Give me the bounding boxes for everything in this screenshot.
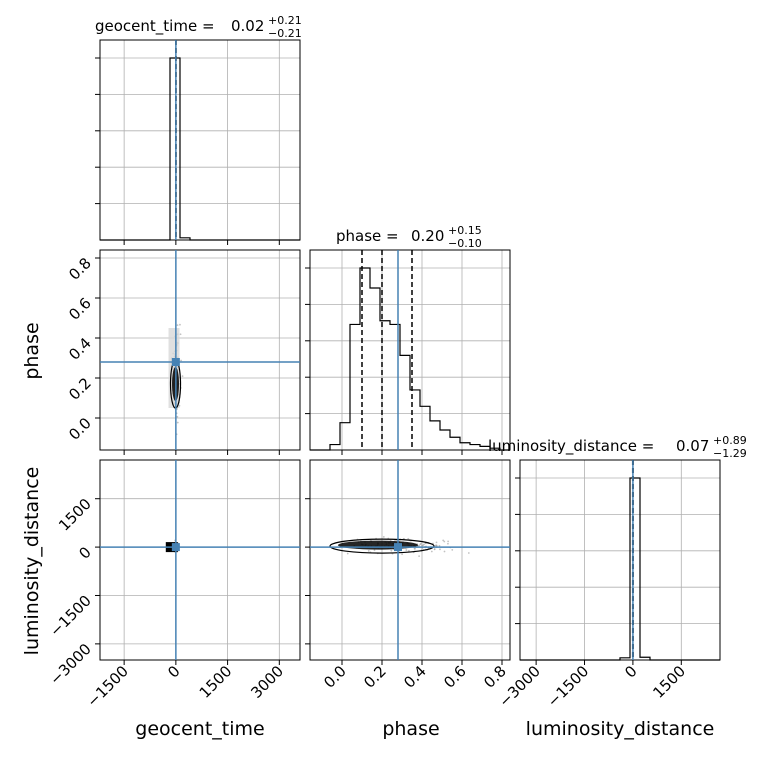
histogram-luminosity_distance xyxy=(520,477,720,661)
xtick-label-geocent_time: 0 xyxy=(164,662,183,681)
scatter-point xyxy=(439,548,441,551)
histogram-phase xyxy=(310,267,510,451)
xlabel-phase: phase xyxy=(382,718,439,740)
scatter-point xyxy=(176,415,179,418)
scatter-point xyxy=(390,549,393,552)
panel-geocent-time-histogram xyxy=(95,39,301,245)
truth-marker xyxy=(394,543,402,552)
scatter-point xyxy=(418,544,421,547)
panel-luminosity-distance-vs-geocent-time xyxy=(95,459,301,665)
panel-luminosity-distance-vs-phase xyxy=(305,459,511,665)
scatter-point xyxy=(373,549,376,552)
ytick-label-phase: 0.6 xyxy=(65,294,95,324)
tick-labels: −1500 0 1500 3000 0.0 0.2 0.4 0.6 0.8−3000 −1500 0… xyxy=(46,254,689,711)
scatter-point xyxy=(418,555,421,558)
ytick-label-phase: 0.4 xyxy=(65,334,95,364)
scatter-point xyxy=(422,544,424,547)
scatter-point xyxy=(435,544,438,547)
title-geocent-time-plus: +0.21 xyxy=(268,14,302,27)
xtick-label-geocent_time: −1500 xyxy=(83,662,132,711)
scatter-point xyxy=(433,548,436,550)
scatter-point xyxy=(467,552,470,554)
scatter-point xyxy=(438,544,441,547)
title-phase: phase = 0.20 +0.15 −0.10 xyxy=(336,224,482,250)
panel-frame xyxy=(309,459,511,661)
scatter-point xyxy=(447,542,449,545)
ylabel-luminosity-distance: luminosity_distance xyxy=(21,467,43,656)
panel-frame xyxy=(519,459,721,661)
ytick-label-luminosity_distance: 1500 xyxy=(55,495,95,535)
panel-frame xyxy=(99,249,301,451)
density-core xyxy=(338,540,418,550)
truth-marker xyxy=(171,358,180,366)
xtick-label-phase: 0.2 xyxy=(360,662,390,692)
scatter-point xyxy=(176,421,179,424)
title-luminosity-distance-plus: +0.89 xyxy=(713,434,747,447)
title-phase-median: 0.20 xyxy=(411,227,444,245)
xtick-label-phase: 0.6 xyxy=(440,662,470,692)
scatter-point xyxy=(179,333,182,336)
title-luminosity-distance-prefix: luminosity_distance = xyxy=(488,437,654,456)
scatter-point xyxy=(367,550,370,552)
title-geocent-time: geocent_time = 0.02 +0.21 −0.21 xyxy=(95,14,302,40)
density-shade xyxy=(168,328,180,408)
density-contour xyxy=(329,538,435,554)
ytick-label-luminosity_distance: 0 xyxy=(75,543,94,562)
title-luminosity-distance-minus: −1.29 xyxy=(713,447,747,460)
title-phase-prefix: phase = xyxy=(336,227,399,245)
panel-frame xyxy=(309,249,511,451)
scatter-point xyxy=(346,552,349,555)
scatter-point xyxy=(430,550,433,553)
ylabel-phase: phase xyxy=(21,322,43,379)
ytick-label-luminosity_distance: −1500 xyxy=(46,592,95,641)
title-geocent-time-minus: −0.21 xyxy=(268,27,302,40)
title-luminosity-distance-median: 0.07 xyxy=(676,437,709,455)
xtick-label-luminosity_distance: 1500 xyxy=(649,662,689,702)
xtick-label-geocent_time: 1500 xyxy=(196,662,236,702)
histogram-geocent_time xyxy=(100,57,300,241)
title-phase-minus: −0.10 xyxy=(448,237,482,250)
ytick-label-phase: 0.2 xyxy=(65,374,95,404)
panel-frame xyxy=(99,459,301,661)
scatter-point xyxy=(382,536,385,538)
panel-phase-histogram xyxy=(305,249,511,455)
scatter-point xyxy=(435,541,438,544)
title-luminosity-distance: luminosity_distance = 0.07 +0.89 −1.29 xyxy=(488,434,747,460)
xtick-label-luminosity_distance: −1500 xyxy=(544,662,593,711)
scatter-point xyxy=(401,553,404,556)
panel-luminosity-distance-histogram xyxy=(515,459,721,665)
scatter-point xyxy=(447,540,450,543)
scatter-point xyxy=(419,543,422,546)
panel-phase-vs-geocent-time xyxy=(95,249,301,455)
title-geocent-time-median: 0.02 xyxy=(231,17,264,35)
scatter-point xyxy=(407,549,410,552)
scatter-point xyxy=(407,537,410,540)
xtick-label-phase: 0.4 xyxy=(400,662,430,692)
scatter-point xyxy=(176,324,179,327)
scatter-point xyxy=(443,550,446,553)
title-phase-plus: +0.15 xyxy=(448,224,482,237)
xlabel-geocent-time: geocent_time xyxy=(135,718,264,740)
panel-frame xyxy=(99,39,301,241)
scatter-point xyxy=(443,540,446,543)
xtick-label-geocent_time: 3000 xyxy=(247,662,287,702)
scatter-point xyxy=(180,359,182,362)
truth-marker xyxy=(171,543,180,552)
title-geocent-time-prefix: geocent_time = xyxy=(95,17,215,36)
scatter-point xyxy=(181,375,184,378)
scatter-point xyxy=(442,539,445,542)
xlabel-luminosity-distance: luminosity_distance xyxy=(526,718,715,740)
xtick-label-luminosity_distance: 0 xyxy=(621,662,640,681)
scatter-point xyxy=(405,549,408,551)
ytick-label-phase: 0.8 xyxy=(65,254,95,284)
ytick-label-phase: 0.0 xyxy=(65,414,95,444)
scatter-point xyxy=(413,547,416,550)
scatter-point xyxy=(451,548,454,551)
scatter-point xyxy=(179,323,181,326)
ytick-label-luminosity_distance: −3000 xyxy=(46,640,95,689)
xtick-label-phase: 0.0 xyxy=(320,662,350,692)
